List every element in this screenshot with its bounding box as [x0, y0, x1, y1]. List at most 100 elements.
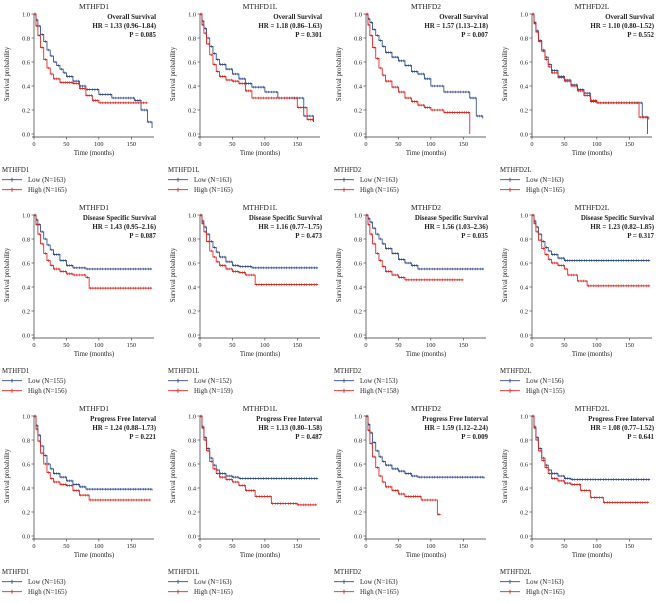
- censor-mark: [573, 478, 577, 481]
- censor-mark: [476, 267, 480, 271]
- censor-mark: [223, 63, 227, 66]
- y-tick-label: 1.0: [22, 413, 30, 420]
- censor-mark: [277, 96, 281, 100]
- censor-mark: [591, 478, 595, 481]
- censor-mark: [96, 286, 100, 290]
- censor-mark: [297, 477, 301, 480]
- censor-mark: [603, 501, 606, 504]
- censor-mark: [456, 475, 459, 479]
- y-tick-label: 0.2: [354, 107, 362, 114]
- x-tick-label: 150: [127, 141, 136, 148]
- x-axis-label: Time (months): [240, 351, 280, 358]
- censor-mark: [249, 89, 253, 93]
- censor-mark: [122, 96, 125, 100]
- censor-mark: [275, 266, 278, 270]
- y-tick-label: 0.2: [22, 509, 30, 516]
- legend-swatch-low: [334, 579, 354, 584]
- censor-mark: [259, 85, 263, 89]
- censor-mark: [230, 267, 233, 271]
- censor-mark: [273, 502, 277, 505]
- censor-mark: [91, 498, 95, 502]
- censor-mark: [458, 111, 461, 114]
- censor-mark: [646, 115, 649, 119]
- censor-mark: [230, 260, 233, 264]
- censor-mark: [463, 267, 467, 271]
- censor-mark: [389, 51, 393, 54]
- censor-mark: [80, 266, 84, 270]
- censor-mark: [533, 222, 537, 225]
- censor-mark: [109, 267, 112, 271]
- y-tick-label: 0.2: [188, 107, 196, 114]
- censor-mark: [127, 101, 130, 105]
- censor-mark: [542, 247, 545, 250]
- censor-mark: [382, 73, 386, 77]
- censor-mark: [647, 259, 651, 262]
- censor-mark: [555, 69, 559, 72]
- censor-mark: [545, 58, 548, 61]
- censor-mark: [146, 267, 150, 271]
- censor-mark: [286, 502, 290, 505]
- km-plot-svg: MTHFD2L 0.0 0.2 0.4 0.6 0.8 1.0 0 50 100 150 Time (…: [500, 404, 655, 596]
- y-tick-label: 0.4: [354, 83, 363, 90]
- censor-mark: [210, 53, 213, 57]
- censor-mark: [210, 249, 213, 253]
- censor-mark: [407, 278, 411, 282]
- censor-mark: [75, 273, 79, 277]
- x-axis-label: Time (months): [74, 552, 114, 559]
- censor-mark: [199, 414, 203, 418]
- x-tick-label: 150: [293, 342, 302, 349]
- censor-mark: [564, 267, 568, 271]
- censor-mark: [139, 267, 143, 271]
- y-tick-label: 0.6: [188, 59, 196, 66]
- legend-label-high: High (N=155): [526, 388, 565, 395]
- censor-mark: [35, 427, 39, 431]
- censor-mark: [139, 286, 143, 290]
- km-plot-svg: MTHFD1 0.0 0.2 0.4 0.6 0.8 1.0 0 50 100 150 Time (m…: [2, 203, 157, 395]
- censor-mark: [629, 284, 633, 288]
- censor-mark: [144, 101, 148, 105]
- censor-mark: [627, 284, 630, 288]
- censor-mark: [72, 266, 76, 270]
- censor-mark: [91, 286, 95, 290]
- censor-mark: [85, 267, 89, 271]
- censor-mark: [294, 502, 298, 505]
- x-tick-label: 0: [32, 342, 35, 349]
- censor-mark: [448, 278, 452, 282]
- censor-marks-high: [33, 12, 148, 105]
- censor-mark: [124, 101, 128, 105]
- survival-title: Progress Free Interval: [256, 416, 322, 423]
- censor-mark: [446, 90, 450, 94]
- censor-mark: [40, 230, 44, 234]
- censor-mark: [372, 28, 376, 31]
- hazard-ratio: HR = 1.24 (0.88–1.73): [92, 425, 156, 432]
- censor-mark: [599, 478, 603, 481]
- censor-mark: [415, 100, 419, 103]
- x-tick-label: 100: [592, 342, 601, 349]
- legend-label-low: Low (N=163): [360, 177, 398, 184]
- censor-mark: [638, 115, 642, 119]
- censor-mark: [236, 72, 240, 76]
- censor-mark: [568, 477, 572, 480]
- censor-mark: [199, 12, 203, 16]
- x-tick-label: 100: [94, 141, 103, 148]
- censor-mark: [203, 225, 207, 229]
- censor-mark: [50, 467, 54, 471]
- censor-mark: [129, 96, 133, 100]
- censor-mark: [441, 475, 444, 479]
- censor-mark: [629, 478, 633, 481]
- censor-mark: [37, 24, 41, 28]
- censor-mark: [290, 477, 293, 480]
- censor-marks-low: [33, 213, 153, 271]
- censor-mark: [634, 478, 638, 481]
- censor-mark: [402, 276, 406, 279]
- legend-label-high: High (N=165): [360, 187, 399, 194]
- censor-mark: [548, 472, 552, 475]
- censor-mark: [312, 266, 316, 270]
- censor-mark: [372, 242, 376, 246]
- censor-mark: [312, 477, 316, 480]
- censor-mark: [481, 267, 485, 271]
- censor-mark: [310, 114, 314, 118]
- censor-mark: [311, 503, 315, 507]
- censor-mark: [578, 259, 581, 262]
- y-tick-label: 0.6: [520, 59, 528, 66]
